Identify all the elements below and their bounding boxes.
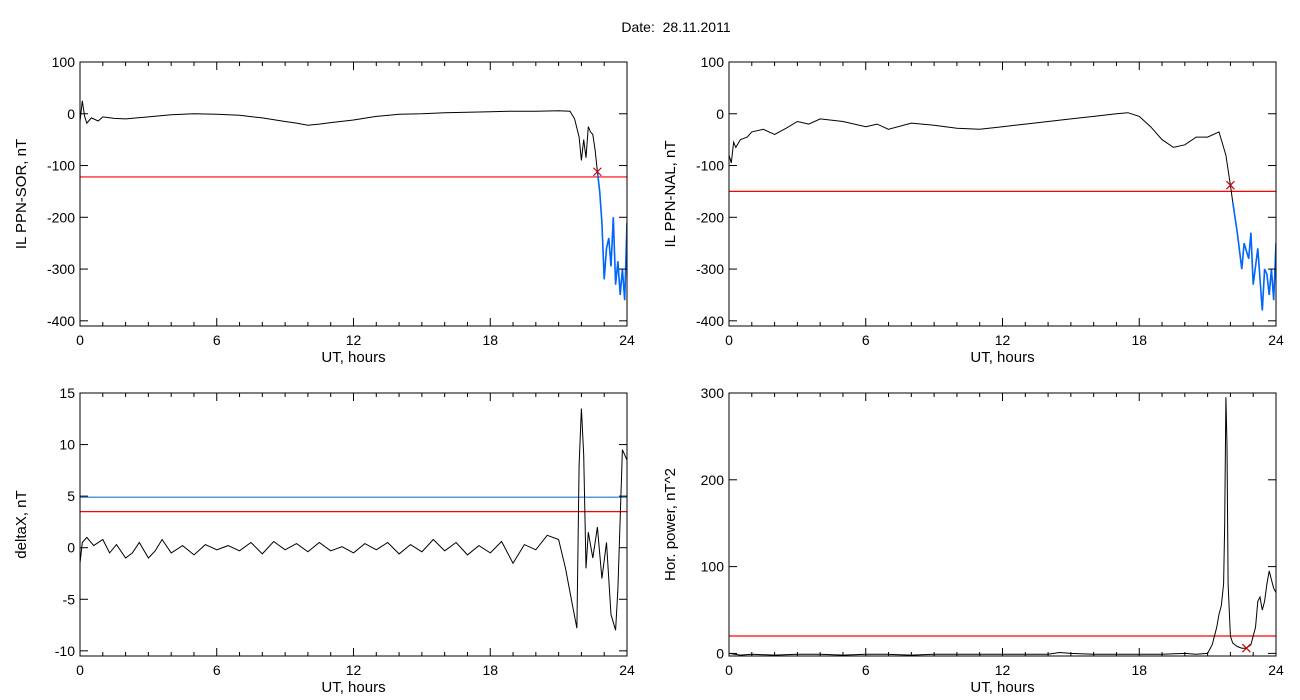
x-marker [1225, 180, 1235, 190]
x-axis-label: UT, hours [970, 679, 1034, 696]
y-tick-label: -400 [696, 313, 724, 329]
x-tick-label: 12 [346, 662, 362, 678]
x-tick-label: 12 [346, 332, 362, 348]
x-tick-label: 12 [995, 662, 1011, 678]
x-marker [1241, 643, 1251, 653]
y-tick-label: -400 [47, 313, 75, 329]
x-tick-label: 24 [1268, 662, 1284, 678]
series-line [80, 408, 627, 631]
y-axis-label: IL PPN-NAL, nT [662, 141, 679, 248]
y-tick-label: -200 [47, 209, 75, 225]
chart-date-title: Date: 28.11.2011 [621, 19, 731, 35]
y-tick-label: 0 [716, 106, 724, 122]
x-tick-label: 6 [213, 332, 221, 348]
plot-frame [79, 61, 628, 327]
x-axis-label: UT, hours [970, 349, 1034, 366]
panel-horizontal-power: 0 6 12 18 24 0 100 200 300 UT, hours Hor. power, n… [662, 385, 1284, 696]
x-marker [592, 167, 602, 177]
x-tick-label: 24 [1268, 332, 1284, 348]
y-axis-label: IL PPN-SOR, nT [13, 139, 30, 249]
y-tick-label: 10 [59, 437, 75, 453]
x-tick-label: 6 [213, 662, 221, 678]
panel-delta-x: 0 6 12 18 24 -10 -5 0 5 10 15 UT, hours deltaX, nT [13, 385, 635, 696]
x-tick-label: 18 [482, 662, 498, 678]
plot-frame [728, 392, 1277, 657]
x-axis-label: UT, hours [321, 679, 385, 696]
x-tick-label: 0 [76, 662, 84, 678]
x-tick-label: 0 [725, 332, 733, 348]
series-line [80, 100, 627, 301]
y-tick-label: -100 [47, 158, 75, 174]
x-tick-label: 0 [725, 662, 733, 678]
x-tick-label: 6 [862, 332, 870, 348]
y-tick-label: 0 [67, 106, 75, 122]
series-line [729, 397, 1276, 656]
y-tick-label: 100 [701, 559, 725, 575]
y-axis-label: deltaX, nT [13, 490, 30, 558]
y-tick-label: 300 [701, 385, 725, 401]
x-tick-label: 18 [1131, 662, 1147, 678]
x-tick-label: 24 [619, 662, 635, 678]
x-tick-label: 6 [862, 662, 870, 678]
series-highlight-segment [596, 171, 627, 301]
panel-il-ppn-nal: 0 6 12 18 24 -400 -300 -200 -100 0 100 UT, hours IL … [662, 54, 1284, 366]
x-tick-label: 18 [482, 332, 498, 348]
y-tick-label: -10 [55, 643, 75, 659]
y-tick-label: 5 [67, 488, 75, 504]
y-tick-label: 200 [701, 472, 725, 488]
x-tick-label: 24 [619, 332, 635, 348]
y-tick-label: -200 [696, 209, 724, 225]
x-tick-label: 18 [1131, 332, 1147, 348]
x-tick-label: 12 [995, 332, 1011, 348]
y-axis-label: Hor. power, nT^2 [662, 468, 679, 581]
panel-il-ppn-sor: 0 6 12 18 24 -400 -300 -200 -100 0 100 UT, hours IL … [13, 54, 635, 366]
y-tick-label: -300 [47, 261, 75, 277]
series-highlight-segment [1231, 201, 1276, 311]
y-tick-label: -5 [63, 591, 76, 607]
y-tick-label: 100 [52, 54, 76, 70]
y-tick-label: 15 [59, 385, 75, 401]
plot-frame [728, 61, 1277, 327]
plot-frame [79, 392, 628, 657]
y-tick-label: 100 [701, 54, 725, 70]
x-axis-label: UT, hours [321, 349, 385, 366]
x-tick-label: 0 [76, 332, 84, 348]
y-tick-label: -100 [696, 158, 724, 174]
y-tick-label: 0 [716, 645, 724, 661]
series-line [729, 112, 1276, 311]
y-tick-label: 0 [67, 540, 75, 556]
y-tick-label: -300 [696, 261, 724, 277]
